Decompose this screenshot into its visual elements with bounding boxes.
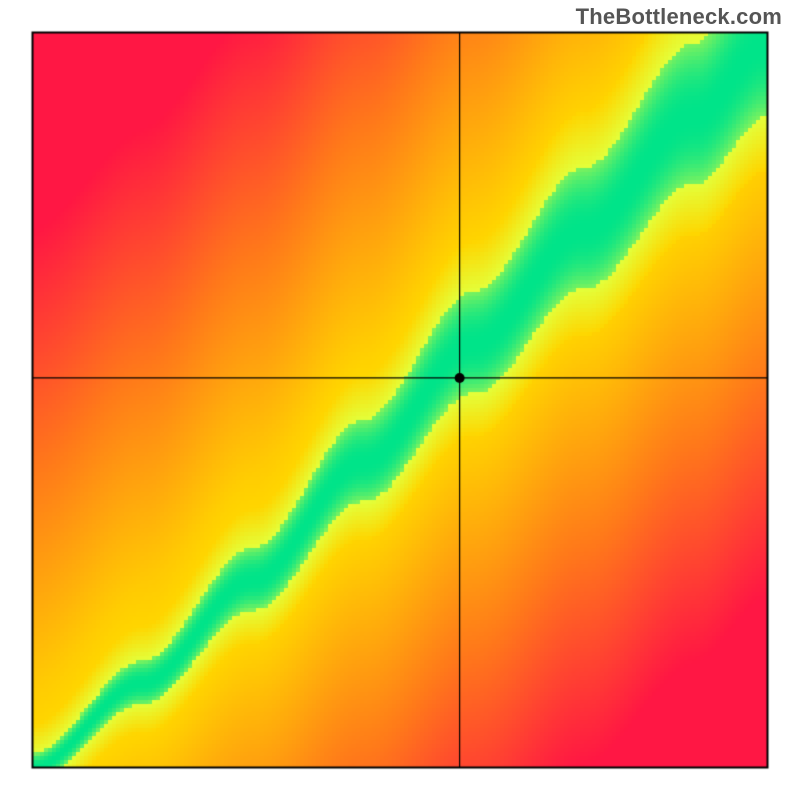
chart-container: TheBottleneck.com [0, 0, 800, 800]
heatmap-canvas [0, 0, 800, 800]
watermark-text: TheBottleneck.com [576, 4, 782, 30]
